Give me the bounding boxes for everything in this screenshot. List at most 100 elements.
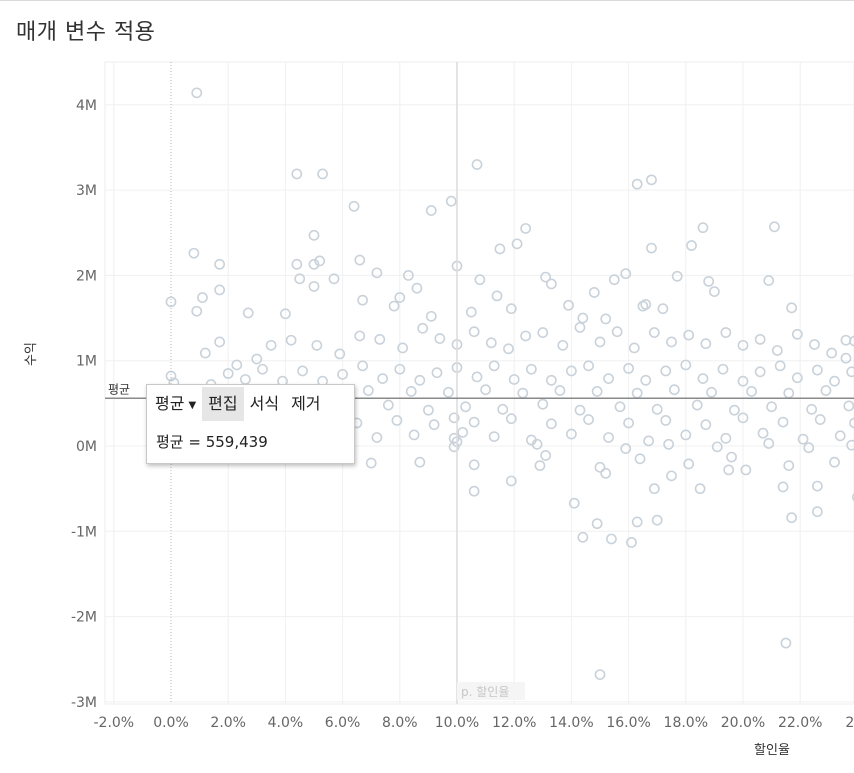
data-point[interactable] [777,481,789,493]
data-point[interactable] [840,352,852,364]
data-point[interactable] [397,342,409,354]
data-point[interactable] [620,268,632,280]
data-point[interactable] [697,373,709,385]
data-point[interactable] [651,403,663,415]
data-point[interactable] [603,432,614,443]
data-point[interactable] [583,360,594,372]
data-point[interactable] [594,461,606,473]
data-point[interactable] [774,360,786,372]
data-point[interactable] [811,480,823,492]
data-point[interactable] [431,367,443,379]
data-point[interactable] [709,286,720,298]
data-point[interactable] [680,359,692,371]
data-point[interactable] [279,308,291,320]
data-point[interactable] [806,403,818,415]
data-point[interactable] [357,360,369,372]
data-point[interactable] [634,453,646,465]
data-point[interactable] [554,385,566,396]
data-point[interactable] [388,300,400,312]
data-point[interactable] [737,339,749,351]
data-point[interactable] [391,415,403,426]
data-point[interactable] [780,637,792,649]
data-point[interactable] [285,334,297,346]
data-point[interactable] [488,431,500,443]
data-point[interactable] [834,430,846,442]
data-point[interactable] [640,374,652,386]
data-point[interactable] [820,385,832,396]
data-point[interactable] [394,292,406,303]
data-point[interactable] [657,303,669,315]
data-point[interactable] [377,373,389,385]
menu-item-remove[interactable]: 제거 [291,394,321,413]
data-point[interactable] [829,375,840,387]
data-point[interactable] [314,255,326,267]
data-point[interactable] [737,412,749,424]
data-point[interactable] [540,449,552,461]
data-point[interactable] [729,404,740,416]
data-point[interactable] [508,374,520,385]
data-point[interactable] [537,327,549,338]
data-point[interactable] [365,457,377,469]
data-point[interactable] [425,310,437,322]
data-point[interactable] [334,348,346,360]
data-point[interactable] [405,386,417,397]
data-point[interactable] [566,365,577,377]
data-point[interactable] [468,416,480,428]
data-point[interactable] [199,347,211,359]
data-point[interactable] [257,363,268,375]
data-point[interactable] [754,333,766,345]
data-point[interactable] [308,229,320,241]
data-point[interactable] [471,371,483,383]
data-point[interactable] [703,275,715,287]
data-point[interactable] [382,399,394,411]
data-point[interactable] [574,322,586,333]
data-point[interactable] [606,533,617,545]
data-point[interactable] [757,427,769,439]
data-point[interactable] [611,326,623,338]
data-point[interactable] [428,419,440,431]
data-point[interactable] [374,333,386,345]
data-point[interactable] [348,200,360,212]
data-point[interactable] [811,364,823,376]
data-point[interactable] [849,417,854,429]
data-point[interactable] [328,273,340,285]
data-point[interactable] [468,326,480,338]
data-point[interactable] [637,300,649,312]
data-point[interactable] [566,428,577,440]
data-point[interactable] [568,497,580,509]
data-point[interactable] [588,287,600,298]
data-point[interactable] [826,347,838,359]
data-point[interactable] [497,403,509,415]
data-point[interactable] [791,328,803,340]
data-point[interactable] [534,460,546,472]
data-point[interactable] [849,335,854,347]
data-point[interactable] [686,240,697,251]
data-point[interactable] [769,221,780,233]
data-point[interactable] [697,222,709,234]
data-point[interactable] [591,518,603,530]
data-point[interactable] [165,296,177,308]
data-point[interactable] [763,275,775,286]
data-point[interactable] [791,372,803,384]
data-point[interactable] [222,368,234,379]
data-point[interactable] [545,418,557,430]
data-point[interactable] [797,433,809,445]
data-point[interactable] [425,205,437,216]
data-point[interactable] [511,238,523,250]
data-point[interactable] [505,303,517,315]
data-point[interactable] [414,374,426,386]
data-point[interactable] [829,456,840,468]
data-point[interactable] [746,386,757,397]
data-point[interactable] [691,399,703,411]
data-point[interactable] [680,429,692,441]
data-point[interactable] [311,339,323,351]
data-point[interactable] [494,243,506,255]
data-point[interactable] [711,441,723,453]
data-point[interactable] [540,271,552,283]
data-point[interactable] [620,443,632,454]
data-point[interactable] [291,168,303,180]
data-point[interactable] [600,313,612,325]
data-point[interactable] [651,514,663,526]
data-point[interactable] [308,258,320,270]
data-point[interactable] [188,247,200,259]
